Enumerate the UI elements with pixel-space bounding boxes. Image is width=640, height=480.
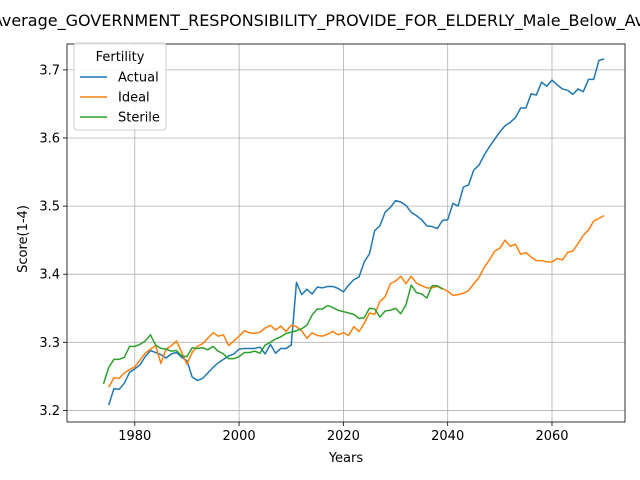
y-tick-label: 3.7 (39, 63, 60, 78)
y-tick-label: 3.4 (39, 268, 60, 283)
y-axis-title: Score(1-4) (16, 205, 31, 273)
y-tick-label: 3.5 (39, 200, 60, 215)
legend: Fertility Actual Ideal Sterile (74, 43, 166, 130)
y-tick-label: 3.3 (39, 336, 60, 351)
x-tick-label: 2000 (223, 429, 256, 444)
chart-title: Average_GOVERNMENT_RESPONSIBILITY_PROVID… (0, 11, 640, 31)
legend-title: Fertility (96, 50, 145, 65)
legend-label-actual: Actual (118, 71, 159, 86)
x-tick-label: 2020 (327, 429, 360, 444)
x-tick-label: 2060 (535, 429, 568, 444)
x-tick-label: 2040 (431, 429, 464, 444)
x-axis-title: Years (328, 451, 364, 466)
y-tick-label: 3.2 (39, 404, 60, 419)
y-tick-label: 3.6 (39, 131, 60, 146)
x-tick-label: 1980 (118, 429, 151, 444)
legend-label-sterile: Sterile (118, 111, 160, 126)
legend-label-ideal: Ideal (118, 91, 150, 106)
